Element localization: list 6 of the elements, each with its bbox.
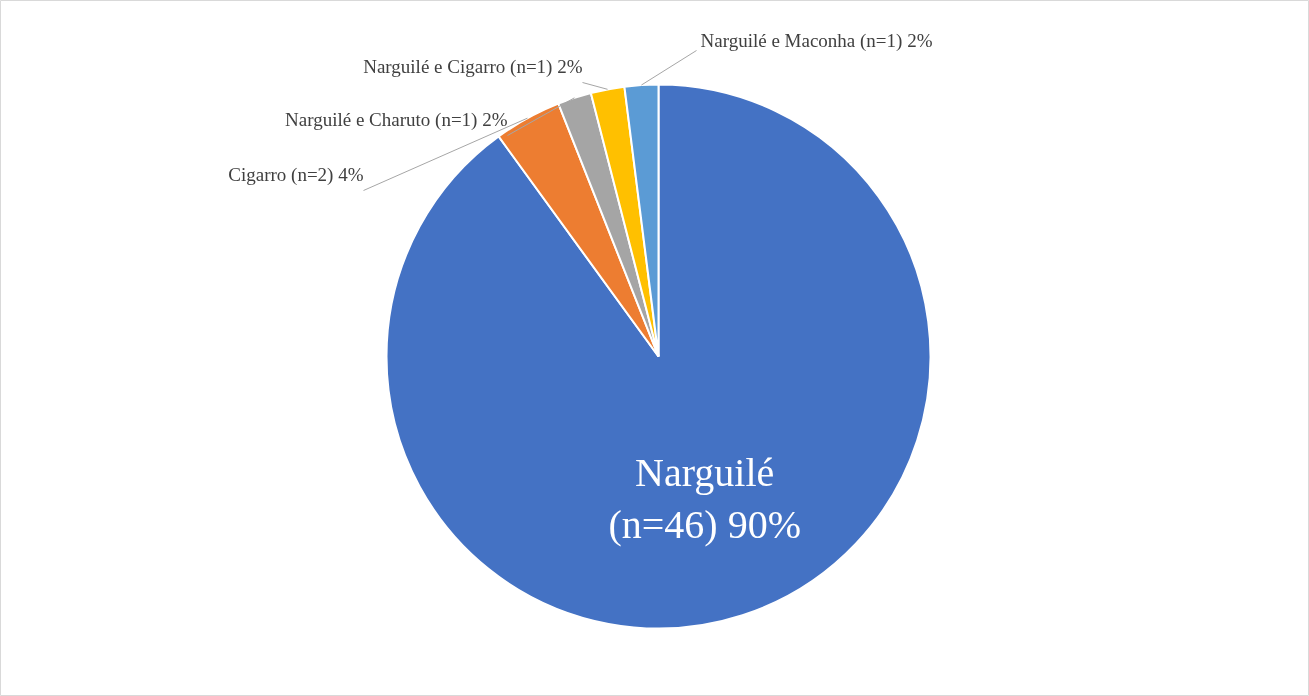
slice-label: Narguilé e Maconha (n=1) 2% xyxy=(700,30,933,52)
slice-label: Narguilé xyxy=(635,450,775,496)
slice-label: Narguilé e Cigarro (n=1) 2% xyxy=(363,55,583,78)
slice-label: Cigarro (n=2) 4% xyxy=(228,163,364,186)
legend-label: Narguilé e Charuto (n=1) 2% xyxy=(285,108,508,131)
data-label: (n=46) 90% xyxy=(608,502,801,548)
